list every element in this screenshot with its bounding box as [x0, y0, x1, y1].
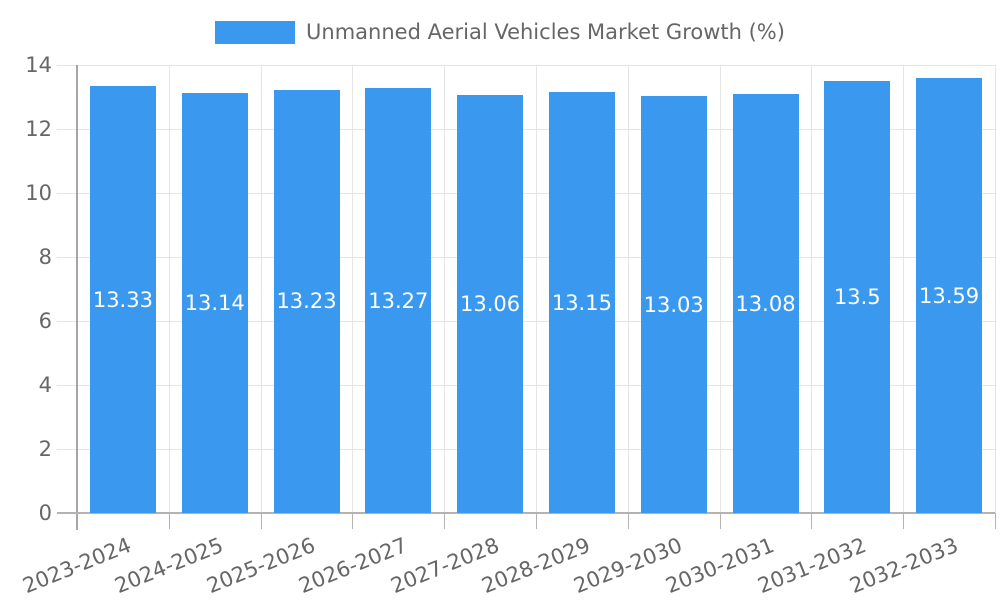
bar [916, 78, 983, 513]
x-axis-tick [444, 513, 446, 529]
x-axis-tick [352, 513, 354, 529]
y-gridline [57, 448, 995, 450]
bar-value-label: 13.27 [368, 288, 429, 313]
x-axis-tick [627, 513, 629, 529]
x-gridline [903, 65, 905, 513]
bar [732, 94, 799, 513]
bar [89, 86, 156, 513]
x-axis-tick [168, 513, 170, 529]
y-gridline [57, 128, 995, 130]
x-gridline [444, 65, 446, 513]
y-axis-tick-label: 6 [38, 309, 52, 333]
y-axis-tick-label: 10 [25, 181, 52, 205]
legend: Unmanned Aerial Vehicles Market Growth (… [0, 20, 1000, 44]
x-axis-tick [903, 513, 905, 529]
y-gridline [57, 64, 995, 66]
y-gridline [57, 192, 995, 194]
x-gridline [536, 65, 537, 513]
bar [640, 96, 707, 513]
bar-value-label: 13.23 [276, 289, 337, 314]
bar-value-label: 13.03 [643, 292, 704, 317]
legend-swatch [215, 20, 296, 44]
y-gridline [57, 256, 995, 258]
y-axis-tick-label: 0 [38, 501, 52, 525]
x-axis-tick [811, 513, 813, 529]
bar [457, 95, 524, 513]
x-gridline [627, 65, 629, 513]
x-axis-tick [260, 513, 262, 529]
y-axis-tick-label: 14 [25, 53, 52, 77]
x-axis-line [57, 512, 995, 514]
y-axis-tick-label: 8 [38, 245, 52, 269]
bar [273, 89, 340, 513]
x-gridline [168, 65, 170, 513]
y-axis-tick-label: 4 [38, 373, 52, 397]
bar [365, 88, 432, 513]
bar [824, 81, 891, 513]
bar-value-label: 13.15 [551, 290, 612, 315]
x-gridline [811, 65, 813, 513]
y-axis-tick-label: 2 [38, 437, 52, 461]
x-axis-tick [719, 513, 721, 529]
bar-value-label: 13.59 [919, 283, 980, 308]
bar-value-label: 13.5 [833, 285, 881, 309]
bar [548, 92, 615, 513]
y-gridline [57, 320, 995, 322]
y-axis-tick-label: 12 [25, 117, 52, 141]
bar-value-label: 13.06 [460, 292, 521, 317]
y-gridline [57, 384, 995, 386]
legend-label: Unmanned Aerial Vehicles Market Growth (… [306, 20, 785, 44]
x-gridline [352, 65, 354, 513]
bar-value-label: 13.08 [735, 291, 796, 316]
bar [181, 92, 248, 513]
bar-value-label: 13.14 [184, 290, 245, 315]
x-gridline [995, 65, 996, 513]
x-gridline [719, 65, 721, 513]
x-axis-tick [536, 513, 537, 529]
y-axis-line [76, 65, 78, 530]
x-gridline [260, 65, 262, 513]
bar-value-label: 13.33 [92, 287, 153, 312]
x-axis-tick [995, 513, 996, 529]
